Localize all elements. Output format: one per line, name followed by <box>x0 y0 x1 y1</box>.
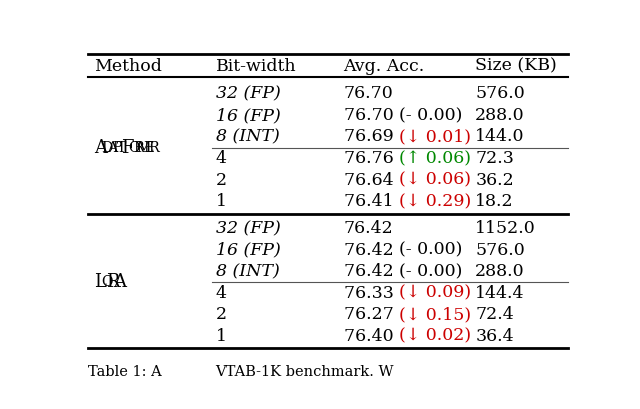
Text: 4: 4 <box>216 150 227 166</box>
Text: 76.42: 76.42 <box>344 263 399 279</box>
Text: 76.76: 76.76 <box>344 150 399 166</box>
Text: Avg. Acc.: Avg. Acc. <box>344 58 425 74</box>
Text: (- 0.00): (- 0.00) <box>399 263 462 279</box>
Text: 76.69: 76.69 <box>344 128 399 145</box>
Text: 576.0: 576.0 <box>476 241 525 258</box>
Text: (↓ 0.09): (↓ 0.09) <box>399 284 471 301</box>
Text: R: R <box>132 140 143 154</box>
Text: 76.70: 76.70 <box>344 85 393 102</box>
Text: (- 0.00): (- 0.00) <box>399 241 462 258</box>
Text: 144.4: 144.4 <box>476 284 525 301</box>
Text: (- 0.00): (- 0.00) <box>399 107 462 124</box>
Text: A: A <box>113 273 126 291</box>
Text: 76.41: 76.41 <box>344 193 399 210</box>
Text: 18.2: 18.2 <box>476 193 514 210</box>
Text: 288.0: 288.0 <box>476 263 525 279</box>
Text: O: O <box>101 275 113 289</box>
Text: 36.2: 36.2 <box>476 171 514 188</box>
Text: 72.3: 72.3 <box>476 150 514 166</box>
Text: 16 (FP): 16 (FP) <box>216 107 280 124</box>
Text: 76.64: 76.64 <box>344 171 399 188</box>
Text: R: R <box>148 140 159 154</box>
Text: 72.4: 72.4 <box>476 306 514 322</box>
Text: 76.70: 76.70 <box>344 107 399 124</box>
Text: 576.0: 576.0 <box>476 85 525 102</box>
Text: F: F <box>121 138 133 156</box>
Text: Size (KB): Size (KB) <box>476 58 557 74</box>
Text: (↓ 0.06): (↓ 0.06) <box>399 171 470 188</box>
Text: 4: 4 <box>216 284 227 301</box>
Text: E: E <box>143 140 154 154</box>
Text: 16 (FP): 16 (FP) <box>216 241 280 258</box>
Text: A: A <box>107 140 117 154</box>
Text: (↓ 0.15): (↓ 0.15) <box>399 306 471 322</box>
Text: 2: 2 <box>216 171 227 188</box>
Text: 76.42: 76.42 <box>344 241 399 258</box>
Text: 1: 1 <box>216 327 227 344</box>
Text: 76.27: 76.27 <box>344 306 399 322</box>
Text: (↑ 0.06): (↑ 0.06) <box>399 150 471 166</box>
Text: 36.4: 36.4 <box>476 327 514 344</box>
Text: VTAB-1K benchmark. W: VTAB-1K benchmark. W <box>216 364 394 378</box>
Text: Method: Method <box>94 58 162 74</box>
Text: 288.0: 288.0 <box>476 107 525 124</box>
Text: A: A <box>94 138 107 156</box>
Text: 144.0: 144.0 <box>476 128 525 145</box>
Text: L: L <box>94 273 106 291</box>
Text: O: O <box>128 140 140 154</box>
Text: 76.33: 76.33 <box>344 284 399 301</box>
Text: M: M <box>136 140 151 154</box>
Text: 2: 2 <box>216 306 227 322</box>
Text: 76.42: 76.42 <box>344 219 393 236</box>
Text: 1152.0: 1152.0 <box>476 219 536 236</box>
Text: R: R <box>106 273 120 291</box>
Text: 1: 1 <box>216 193 227 210</box>
Text: D: D <box>102 140 113 154</box>
Text: 8 (INT): 8 (INT) <box>216 128 280 145</box>
Text: Bit-width: Bit-width <box>216 58 296 74</box>
Text: 32 (FP): 32 (FP) <box>216 219 280 236</box>
Text: (↓ 0.29): (↓ 0.29) <box>399 193 471 210</box>
Text: 76.40: 76.40 <box>344 327 399 344</box>
Text: 32 (FP): 32 (FP) <box>216 85 280 102</box>
Text: T: T <box>117 140 127 154</box>
Text: (↓ 0.01): (↓ 0.01) <box>399 128 471 145</box>
Text: 8 (INT): 8 (INT) <box>216 263 280 279</box>
Text: (↓ 0.02): (↓ 0.02) <box>399 327 471 344</box>
Text: P: P <box>112 140 122 154</box>
Text: Table 1: A: Table 1: A <box>88 364 161 378</box>
